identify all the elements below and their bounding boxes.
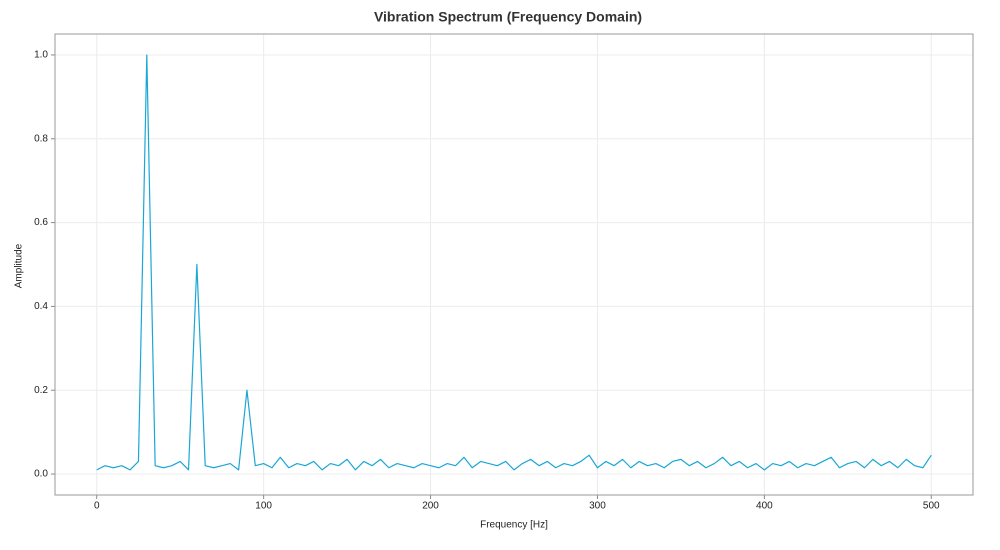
- x-tick-label: 300: [589, 501, 606, 512]
- y-tick-label: 0.6: [34, 217, 48, 228]
- x-tick-label: 400: [756, 501, 773, 512]
- plot-frame: [54, 33, 974, 496]
- spectrum-line: [96, 54, 932, 471]
- x-tick-label: 200: [422, 501, 439, 512]
- y-tick-label: 0.4: [34, 301, 48, 312]
- x-tick-label: 100: [255, 501, 272, 512]
- x-axis-label: Frequency [Hz]: [480, 520, 548, 531]
- y-tick-label: 1.0: [34, 50, 48, 61]
- x-tick-label: 0: [94, 501, 100, 512]
- chart-title: Vibration Spectrum (Frequency Domain): [374, 9, 642, 25]
- y-axis-label: Amplitude: [14, 243, 25, 288]
- y-tick-label: 0.0: [34, 469, 48, 480]
- x-tick-label: 500: [923, 501, 940, 512]
- y-tick-label: 0.2: [34, 385, 48, 396]
- y-tick-label: 0.8: [34, 133, 48, 144]
